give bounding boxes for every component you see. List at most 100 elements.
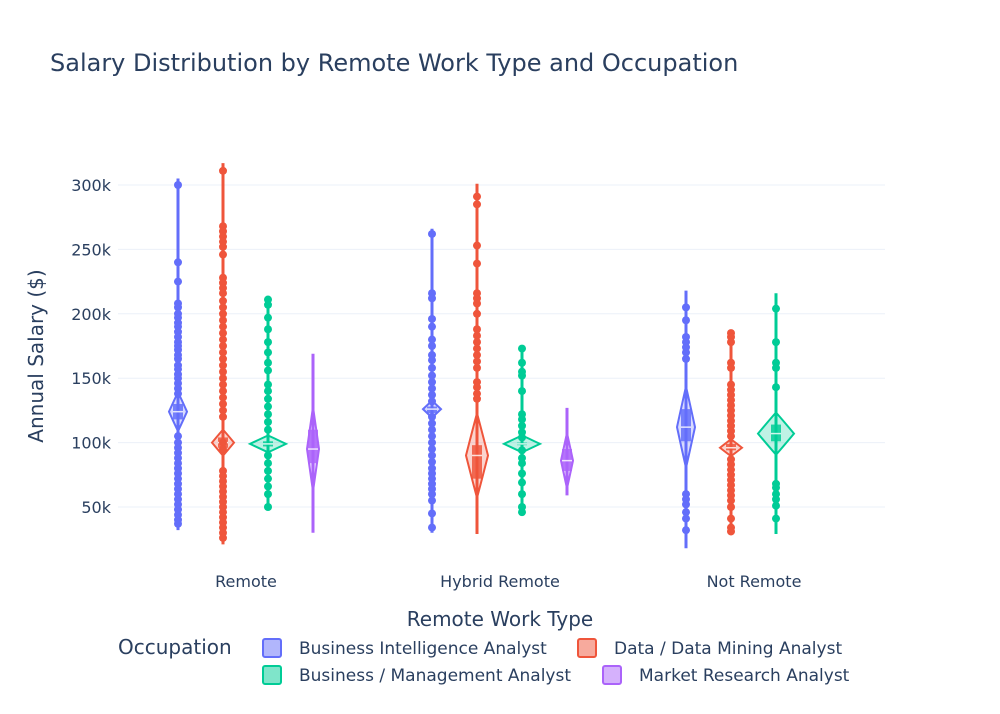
data-point [174,277,182,286]
violin-hybrid-remote [559,407,575,496]
legend-swatch [577,638,597,658]
legend[interactable]: Occupation Business Intelligence Analyst… [118,635,850,686]
data-point [264,466,272,475]
legend-title: Occupation [118,635,232,659]
y-tick-label: 200k [71,305,112,324]
data-point [428,445,436,454]
data-point [219,533,227,542]
data-point [174,432,182,441]
data-point [727,432,735,441]
data-point [473,363,481,372]
data-point [174,181,182,189]
legend-label: Data / Data Mining Analyst [614,639,842,659]
legend-item[interactable]: Market Research Analyst [602,665,850,686]
data-point [428,322,436,331]
data-point [772,363,780,372]
data-point [473,331,481,340]
chart-title: Salary Distribution by Remote Work Type … [50,49,738,77]
data-point [219,412,227,421]
violin-not-remote [718,329,744,536]
data-point [428,438,436,447]
data-point [428,356,436,365]
data-point [219,303,227,312]
legend-item[interactable]: Data / Data Mining Analyst [577,638,842,659]
data-point [219,329,227,338]
data-point [473,309,481,318]
data-point [219,250,227,259]
x-tick-label: Remote [215,572,277,591]
data-point [428,390,436,399]
data-point [428,490,436,499]
data-point [219,289,227,298]
data-point [264,503,272,511]
data-point [518,490,526,499]
y-tick-label: 300k [71,176,112,195]
data-point [428,335,436,344]
data-point [428,294,436,303]
data-point [219,367,227,376]
data-point [473,241,481,250]
data-point [264,474,272,483]
data-point [428,378,436,387]
data-point [264,417,272,426]
data-point [219,406,227,415]
data-point [428,451,436,460]
data-point [518,508,526,517]
data-point [518,387,526,396]
data-point [772,495,780,504]
data-point [473,259,481,268]
data-point [264,366,272,375]
data-point [772,501,780,510]
data-point [219,296,227,305]
legend-item[interactable]: Business Intelligence Analyst [262,638,547,659]
y-tick-label: 50k [81,498,111,517]
data-point [772,304,780,313]
data-point [682,500,690,509]
data-point [727,363,735,372]
data-point [772,483,780,492]
data-point [174,519,182,528]
data-point [264,380,272,389]
data-point [428,384,436,393]
data-point [772,383,780,392]
legend-item[interactable]: Business / Management Analyst [262,665,571,686]
violin-remote [167,178,189,531]
data-point [264,387,272,396]
data-point [219,242,227,251]
violin-box [308,429,318,464]
data-point [264,410,272,419]
data-point [473,394,481,403]
data-point [219,309,227,318]
data-point [174,354,182,363]
data-point [428,363,436,372]
data-point [428,397,436,406]
data-point [264,348,272,357]
data-point [682,316,690,325]
legend-swatch [602,665,622,685]
data-point [219,316,227,325]
legend-label: Business Intelligence Analyst [299,639,547,659]
gridlines [118,184,885,508]
x-tick-label: Hybrid Remote [440,572,560,591]
data-point [428,412,436,421]
data-point [428,229,436,238]
data-point [518,344,526,353]
violin-remote [247,295,289,511]
data-point [682,526,690,535]
data-point [682,508,690,517]
data-point [473,192,481,201]
data-point [219,445,227,454]
data-point [264,459,272,468]
legend-swatch [262,638,282,658]
data-point [473,344,481,353]
data-point [428,432,436,441]
violin-box [681,409,691,442]
legend-label: Business / Management Analyst [299,666,571,686]
violin-remote [305,353,321,533]
data-point [264,394,272,403]
data-point [219,393,227,402]
data-point [219,361,227,370]
data-point [174,258,182,267]
data-point [518,421,526,430]
